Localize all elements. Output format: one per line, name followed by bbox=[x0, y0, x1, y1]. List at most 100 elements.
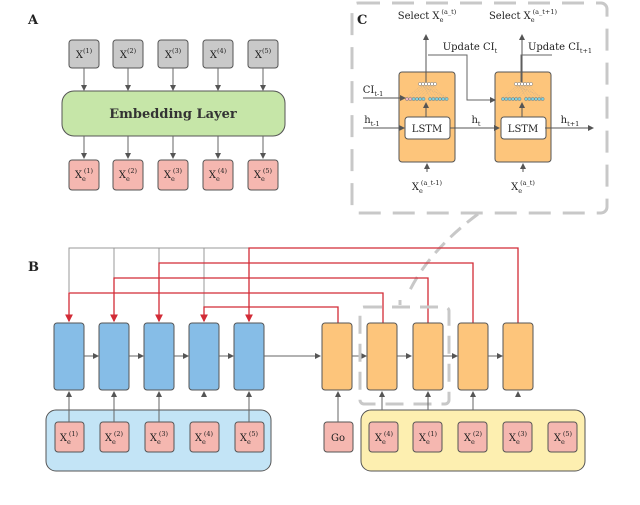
label-base: Select X bbox=[398, 11, 441, 22]
label-superscript: (4) bbox=[217, 47, 227, 55]
label-superscript: (5) bbox=[249, 430, 259, 438]
pointer-line bbox=[155, 262, 474, 323]
label-base: X bbox=[511, 182, 519, 193]
embedded-vector-label: Xe(3) bbox=[164, 167, 183, 183]
context-node bbox=[444, 97, 449, 101]
encoder-input-label: Xe(1) bbox=[60, 430, 79, 446]
attention-edge bbox=[516, 85, 528, 98]
context-node bbox=[514, 97, 519, 101]
raw-input-label: X(3) bbox=[165, 47, 182, 61]
ci-update-path bbox=[428, 54, 496, 103]
context-node bbox=[540, 97, 545, 101]
label-base: X bbox=[509, 433, 517, 444]
label-base: X bbox=[76, 50, 84, 61]
attention-node bbox=[421, 82, 425, 86]
attention-edge bbox=[516, 85, 543, 98]
pointer-line bbox=[110, 277, 429, 323]
attention-edge bbox=[416, 85, 429, 98]
select-label: Select Xe(a_t) bbox=[398, 8, 457, 24]
label-base: X bbox=[254, 170, 262, 181]
label-base: X bbox=[375, 433, 383, 444]
label-base: X bbox=[412, 182, 420, 193]
encoder-cell bbox=[233, 322, 265, 391]
label-subscript: t bbox=[495, 47, 498, 55]
decoder-input-box bbox=[412, 421, 443, 453]
label-subscript: e bbox=[202, 438, 206, 446]
raw-input-label: X(2) bbox=[120, 47, 137, 61]
label-subscript: e bbox=[67, 438, 71, 446]
label-superscript: (a_t) bbox=[441, 8, 456, 16]
label-base: h bbox=[364, 115, 371, 126]
pointer-line bbox=[200, 306, 339, 323]
context-node bbox=[405, 97, 409, 101]
label-base: X bbox=[255, 50, 263, 61]
label-base: Select X bbox=[489, 11, 532, 22]
encoder-input-box bbox=[189, 421, 220, 453]
attention-edge bbox=[420, 85, 432, 98]
decoder-input-box bbox=[457, 421, 488, 453]
attention-edge bbox=[430, 85, 441, 98]
label-base: CI bbox=[363, 85, 375, 96]
pointer-line bbox=[65, 292, 384, 323]
attention-node bbox=[418, 82, 422, 86]
attention-node bbox=[427, 82, 431, 86]
label-base: Update CI bbox=[443, 42, 495, 53]
embedded-vector-box bbox=[247, 159, 279, 191]
label-superscript: (a_t) bbox=[520, 179, 535, 187]
attention-edge bbox=[512, 85, 525, 98]
embedded-vector-box bbox=[112, 159, 144, 191]
attention-node bbox=[523, 82, 527, 86]
attention-node bbox=[520, 82, 524, 86]
decoder-input-box bbox=[368, 421, 399, 453]
label-superscript: (a_t-1) bbox=[421, 179, 443, 187]
lstm-label: LSTM bbox=[508, 124, 538, 135]
encoder-cell bbox=[188, 322, 220, 391]
label-subscript: e bbox=[126, 175, 130, 183]
embedded-vector-label: Xe(2) bbox=[119, 167, 138, 183]
context-node bbox=[524, 97, 528, 101]
panel-c-label: C bbox=[357, 13, 367, 28]
raw-input-label: X(5) bbox=[255, 47, 272, 61]
label-superscript: (1) bbox=[83, 47, 93, 55]
attention-edge bbox=[406, 85, 422, 98]
context-node bbox=[504, 97, 509, 101]
attention-edge bbox=[529, 85, 540, 98]
label-subscript: e bbox=[171, 175, 175, 183]
label-subscript: e bbox=[112, 438, 116, 446]
attention-edge bbox=[509, 85, 523, 98]
attention-edge bbox=[423, 85, 431, 98]
context-node bbox=[428, 97, 432, 101]
decoder-input-label: Xe(a_t) bbox=[511, 179, 535, 195]
label-subscript: e bbox=[216, 175, 220, 183]
label-base: X bbox=[105, 433, 113, 444]
label-base: X bbox=[150, 433, 158, 444]
attention-edge bbox=[506, 85, 520, 98]
label-subscript: e bbox=[516, 438, 520, 446]
context-node bbox=[421, 97, 426, 101]
label-superscript: (a_t+1) bbox=[533, 8, 558, 16]
label-superscript: (1) bbox=[428, 430, 438, 438]
decoder-input-box bbox=[547, 421, 578, 453]
label-subscript: t bbox=[478, 120, 481, 128]
attention-edge bbox=[521, 85, 530, 98]
label-superscript: (4) bbox=[204, 430, 214, 438]
label-base: X bbox=[419, 433, 427, 444]
context-node bbox=[537, 97, 542, 101]
go-token-label: Go bbox=[331, 433, 345, 444]
label-base: X bbox=[119, 170, 127, 181]
h-prev-label: ht-1 bbox=[364, 115, 379, 128]
attention-edge bbox=[519, 85, 527, 98]
label-superscript: (2) bbox=[473, 430, 483, 438]
label-base: X bbox=[210, 50, 218, 61]
label-superscript: (5) bbox=[263, 167, 273, 175]
attention-edge bbox=[524, 85, 533, 98]
label-superscript: (4) bbox=[384, 430, 394, 438]
label-subscript: e bbox=[157, 438, 161, 446]
label-base: X bbox=[60, 433, 68, 444]
lstm-label: LSTM bbox=[412, 124, 442, 135]
embedded-vector-box bbox=[202, 159, 234, 191]
panel-a-label: A bbox=[27, 13, 39, 28]
decoder-input-label: Xe(2) bbox=[464, 430, 483, 446]
label-subscript: e bbox=[440, 16, 444, 24]
update-ci-label: Update CIt+1 bbox=[528, 42, 592, 55]
